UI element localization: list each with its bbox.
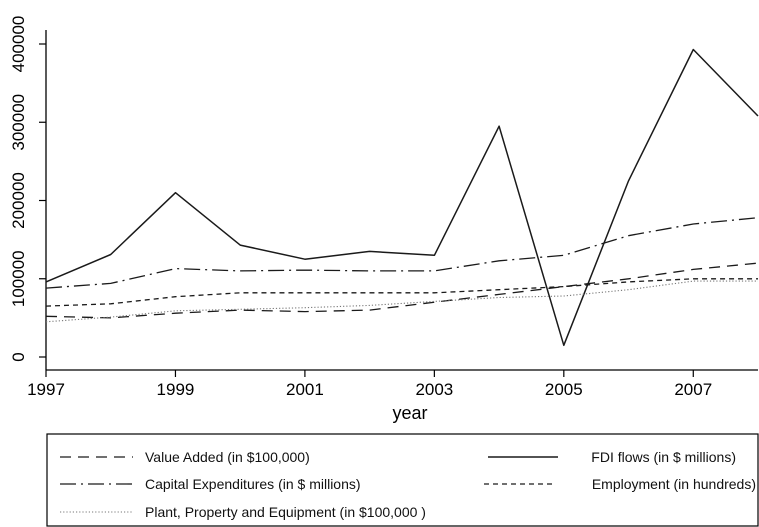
legend: Value Added (in $100,000) FDI flows (in $…: [46, 433, 759, 527]
series-line-4: [45, 280, 758, 323]
legend-box: [46, 433, 759, 527]
x-tick-label: 2007: [674, 380, 712, 399]
x-tick-label: 2005: [545, 380, 583, 399]
y-tick-label: 400000: [9, 16, 28, 73]
y-tick-label: 300000: [9, 94, 28, 151]
y-axis: 0 100000 200000 300000 400000: [9, 16, 47, 370]
series-layer: [45, 48, 759, 347]
legend-label-1: FDI flows (in $ millions): [591, 449, 736, 465]
x-axis-title: year: [392, 403, 427, 423]
x-axis: 1997 1999 2001 2003 2005 2007: [27, 369, 758, 399]
x-tick-label: 1997: [27, 380, 65, 399]
series-line-3: [45, 278, 758, 307]
series-line-1: [45, 48, 759, 347]
legend-label-2: Capital Expenditures (in $ millions): [145, 476, 361, 492]
y-tick-label: 100000: [9, 250, 28, 307]
series-line-2: [45, 217, 759, 289]
legend-label-3: Employment (in hundreds): [592, 476, 756, 492]
x-tick-label: 2001: [286, 380, 324, 399]
x-tick-label: 2003: [415, 380, 453, 399]
x-tick-label: 1999: [157, 380, 195, 399]
y-tick-label: 200000: [9, 172, 28, 229]
legend-label-0: Value Added (in $100,000): [145, 449, 310, 465]
y-tick-label: 0: [9, 352, 28, 361]
legend-label-4: Plant, Property and Equipment (in $100,0…: [145, 504, 426, 520]
series-line-0: [45, 262, 759, 319]
